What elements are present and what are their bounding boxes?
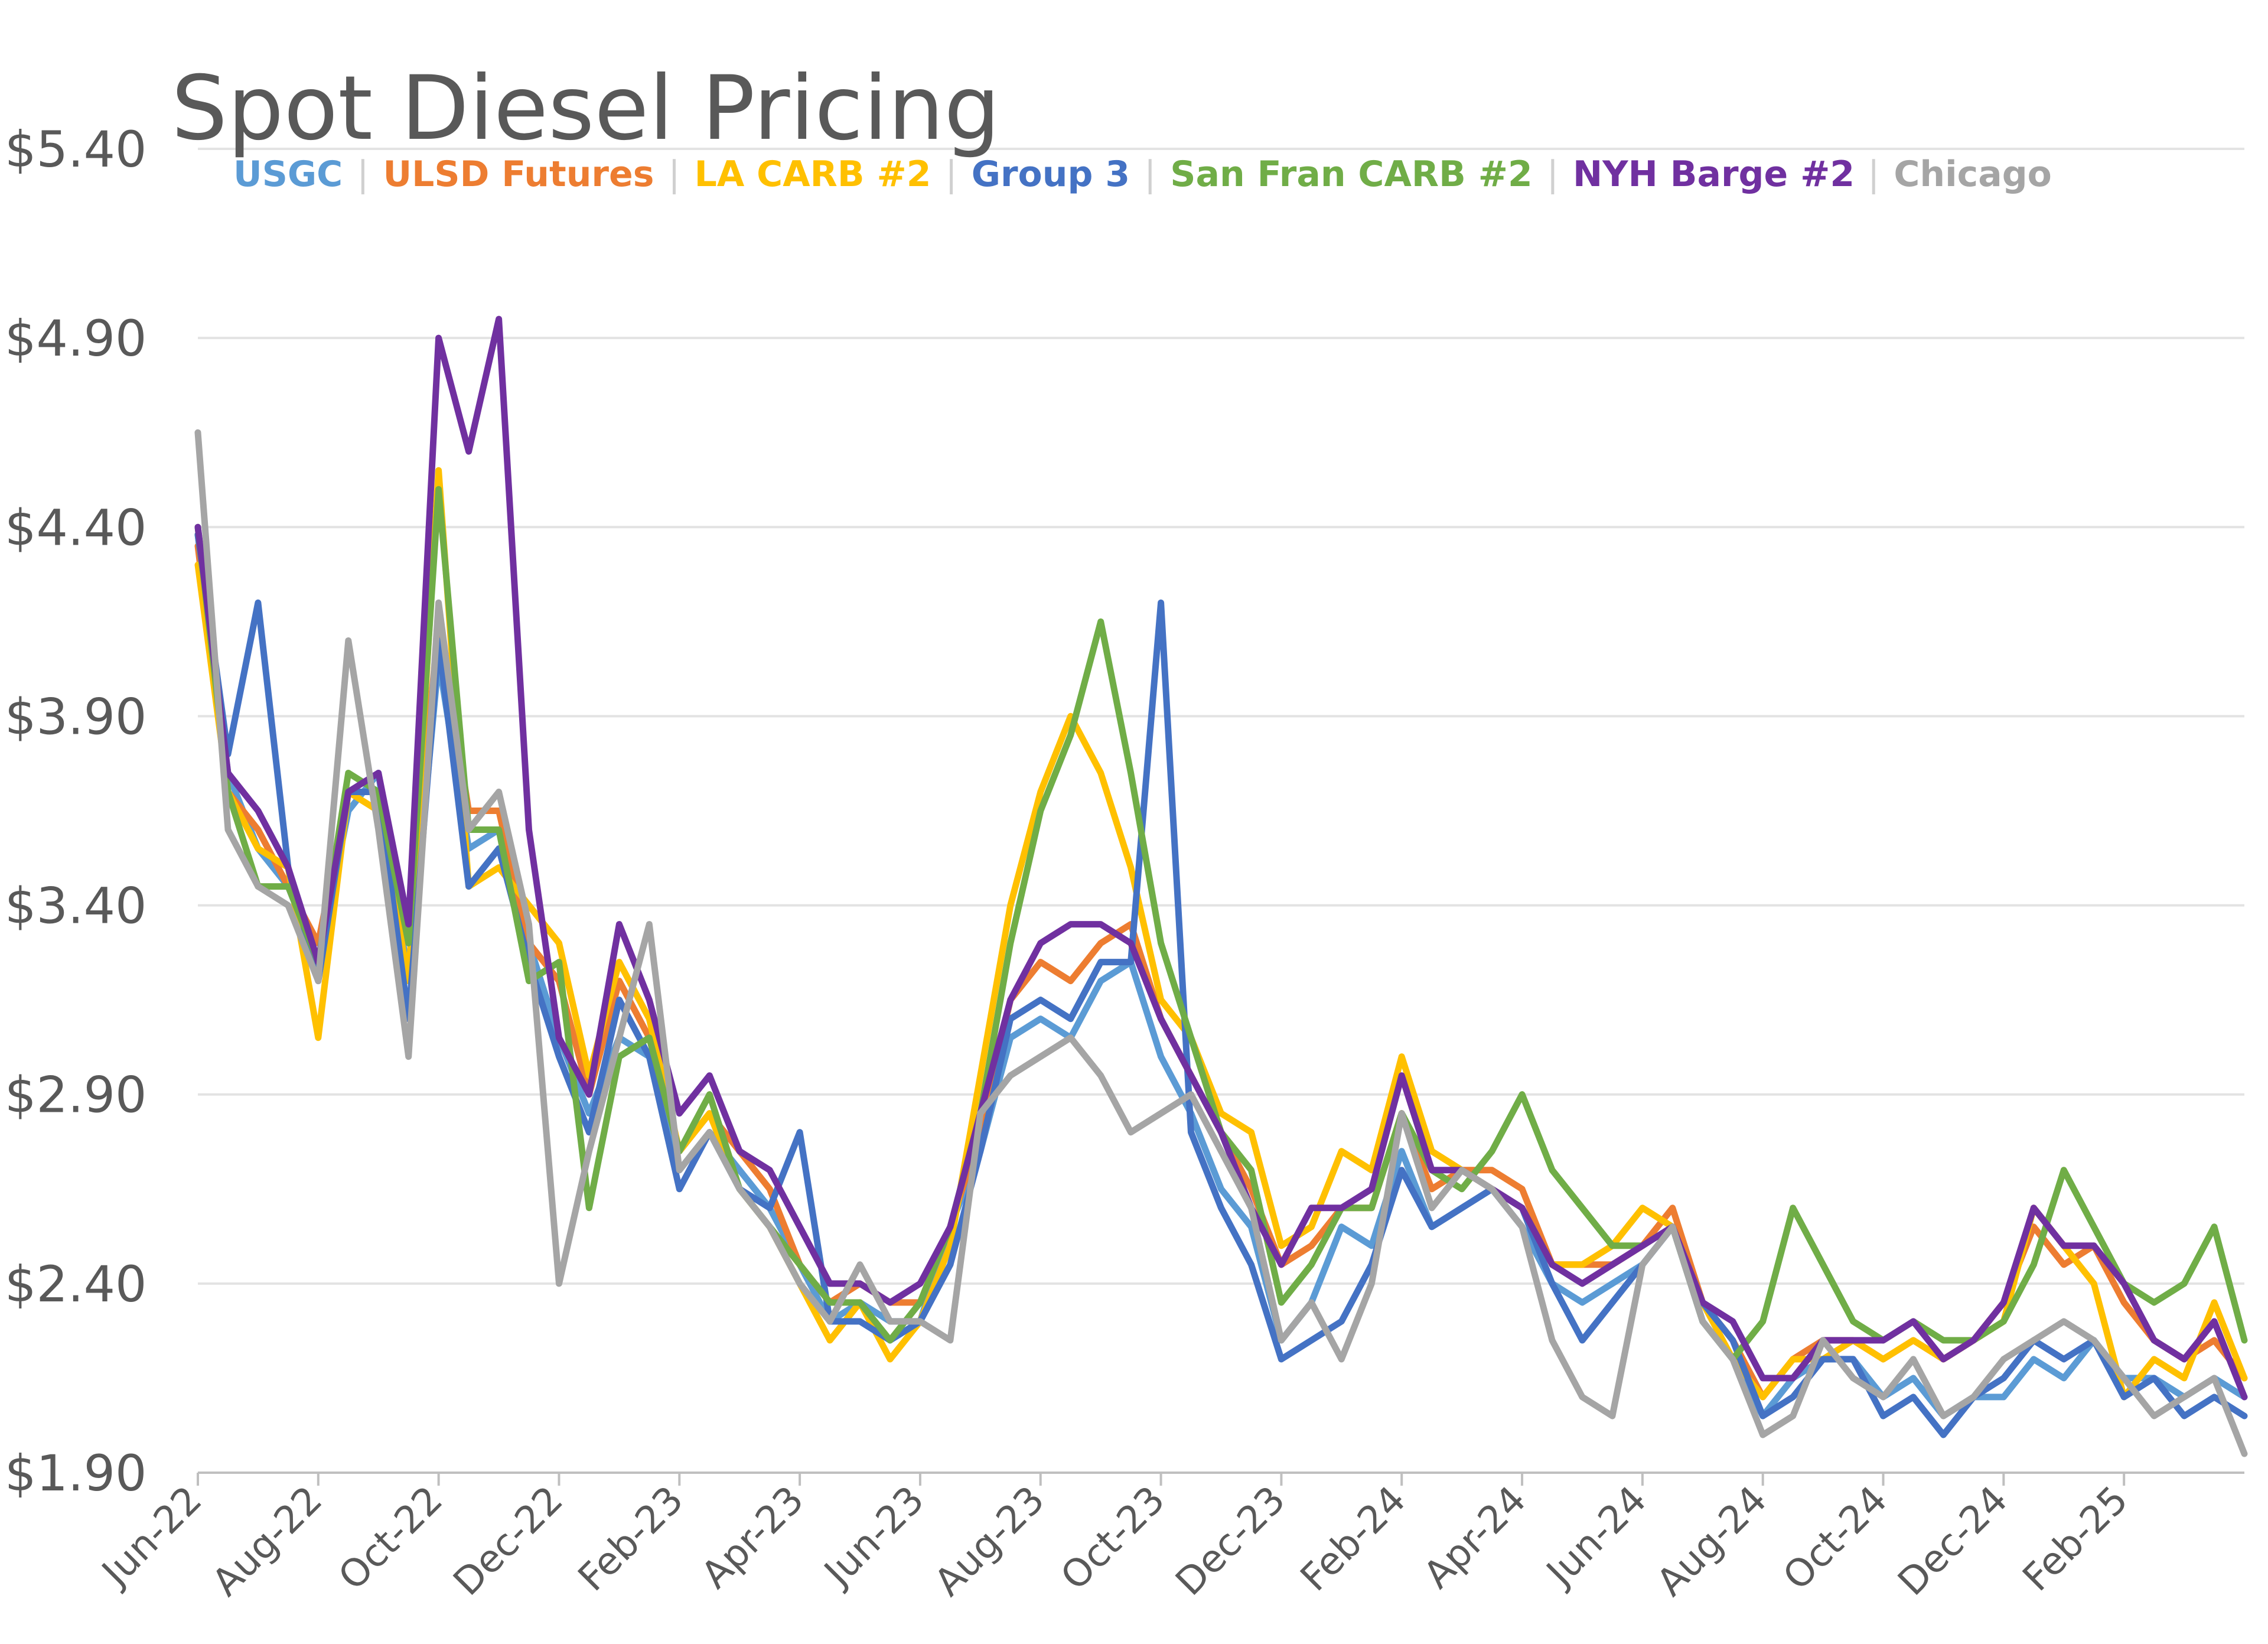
legend-separator: | <box>357 154 369 195</box>
y-tick-label: $2.90 <box>5 1066 146 1124</box>
legend-entry: San Fran CARB #2 <box>1170 154 1532 195</box>
x-tick-label: Aug-23 <box>926 1478 1053 1605</box>
legend-separator: | <box>946 154 957 195</box>
x-tick-label: Jun-24 <box>1537 1478 1655 1596</box>
legend-entry: NYH Barge #2 <box>1573 154 1855 195</box>
y-tick-label: $4.90 <box>5 310 146 367</box>
legend-separator: | <box>1547 154 1559 195</box>
x-tick-label: Oct-23 <box>1052 1478 1173 1599</box>
legend-separator: | <box>1144 154 1156 195</box>
series-line-ulsd-futures <box>194 542 2248 1401</box>
x-tick-label: Dec-22 <box>445 1478 572 1604</box>
series-lines <box>194 315 2248 1457</box>
legend-entry: Group 3 <box>972 154 1130 195</box>
x-tick-label: Jun-23 <box>814 1478 933 1596</box>
y-tick-label: $5.40 <box>5 121 146 178</box>
legend-separator: | <box>1868 154 1879 195</box>
legend: USGC | ULSD Futures | LA CARB #2 | Group 3 | San… <box>233 154 2052 195</box>
y-tick-label: $3.40 <box>5 877 146 935</box>
y-tick-label: $1.90 <box>5 1444 146 1502</box>
x-tick-label: Feb-25 <box>2015 1478 2136 1600</box>
series-line-chicago <box>194 429 2248 1457</box>
x-tick-label: Oct-22 <box>330 1478 451 1599</box>
legend-entry: USGC <box>233 154 343 195</box>
x-tick-label: Oct-24 <box>1775 1478 1895 1599</box>
x-tick-label: Dec-24 <box>1890 1478 2016 1604</box>
legend-separator: | <box>668 154 680 195</box>
x-tick-label: Apr-24 <box>1416 1478 1535 1597</box>
y-tick-label: $4.40 <box>5 499 146 556</box>
x-tick-label: Aug-24 <box>1648 1478 1775 1605</box>
x-tick-label: Dec-23 <box>1168 1478 1294 1604</box>
y-tick-label: $2.40 <box>5 1255 146 1313</box>
series-line-san-fran-carb-2 <box>194 486 2248 1363</box>
series-line-group-3 <box>194 531 2248 1438</box>
legend-entry: Chicago <box>1894 154 2052 195</box>
y-axis: $1.90 $2.40 $2.90 $3.40 $3.90 $4.40 $4.90 $5.40 <box>5 121 146 1502</box>
series-line-la-carb-2 <box>194 467 2248 1401</box>
x-tick-label: Feb-23 <box>570 1478 692 1600</box>
chart-title: Spot Diesel Pricing <box>171 57 1001 160</box>
legend-entry: LA CARB #2 <box>695 154 931 195</box>
legend-entry: ULSD Futures <box>383 154 654 195</box>
series-line-nyh-barge-2 <box>194 315 2248 1401</box>
x-tick-label: Feb-24 <box>1292 1478 1414 1600</box>
x-tick-label: Apr-23 <box>693 1478 813 1597</box>
x-tick-label: Aug-22 <box>204 1478 331 1605</box>
x-axis <box>197 1472 2244 1486</box>
y-tick-label: $3.90 <box>5 688 146 746</box>
